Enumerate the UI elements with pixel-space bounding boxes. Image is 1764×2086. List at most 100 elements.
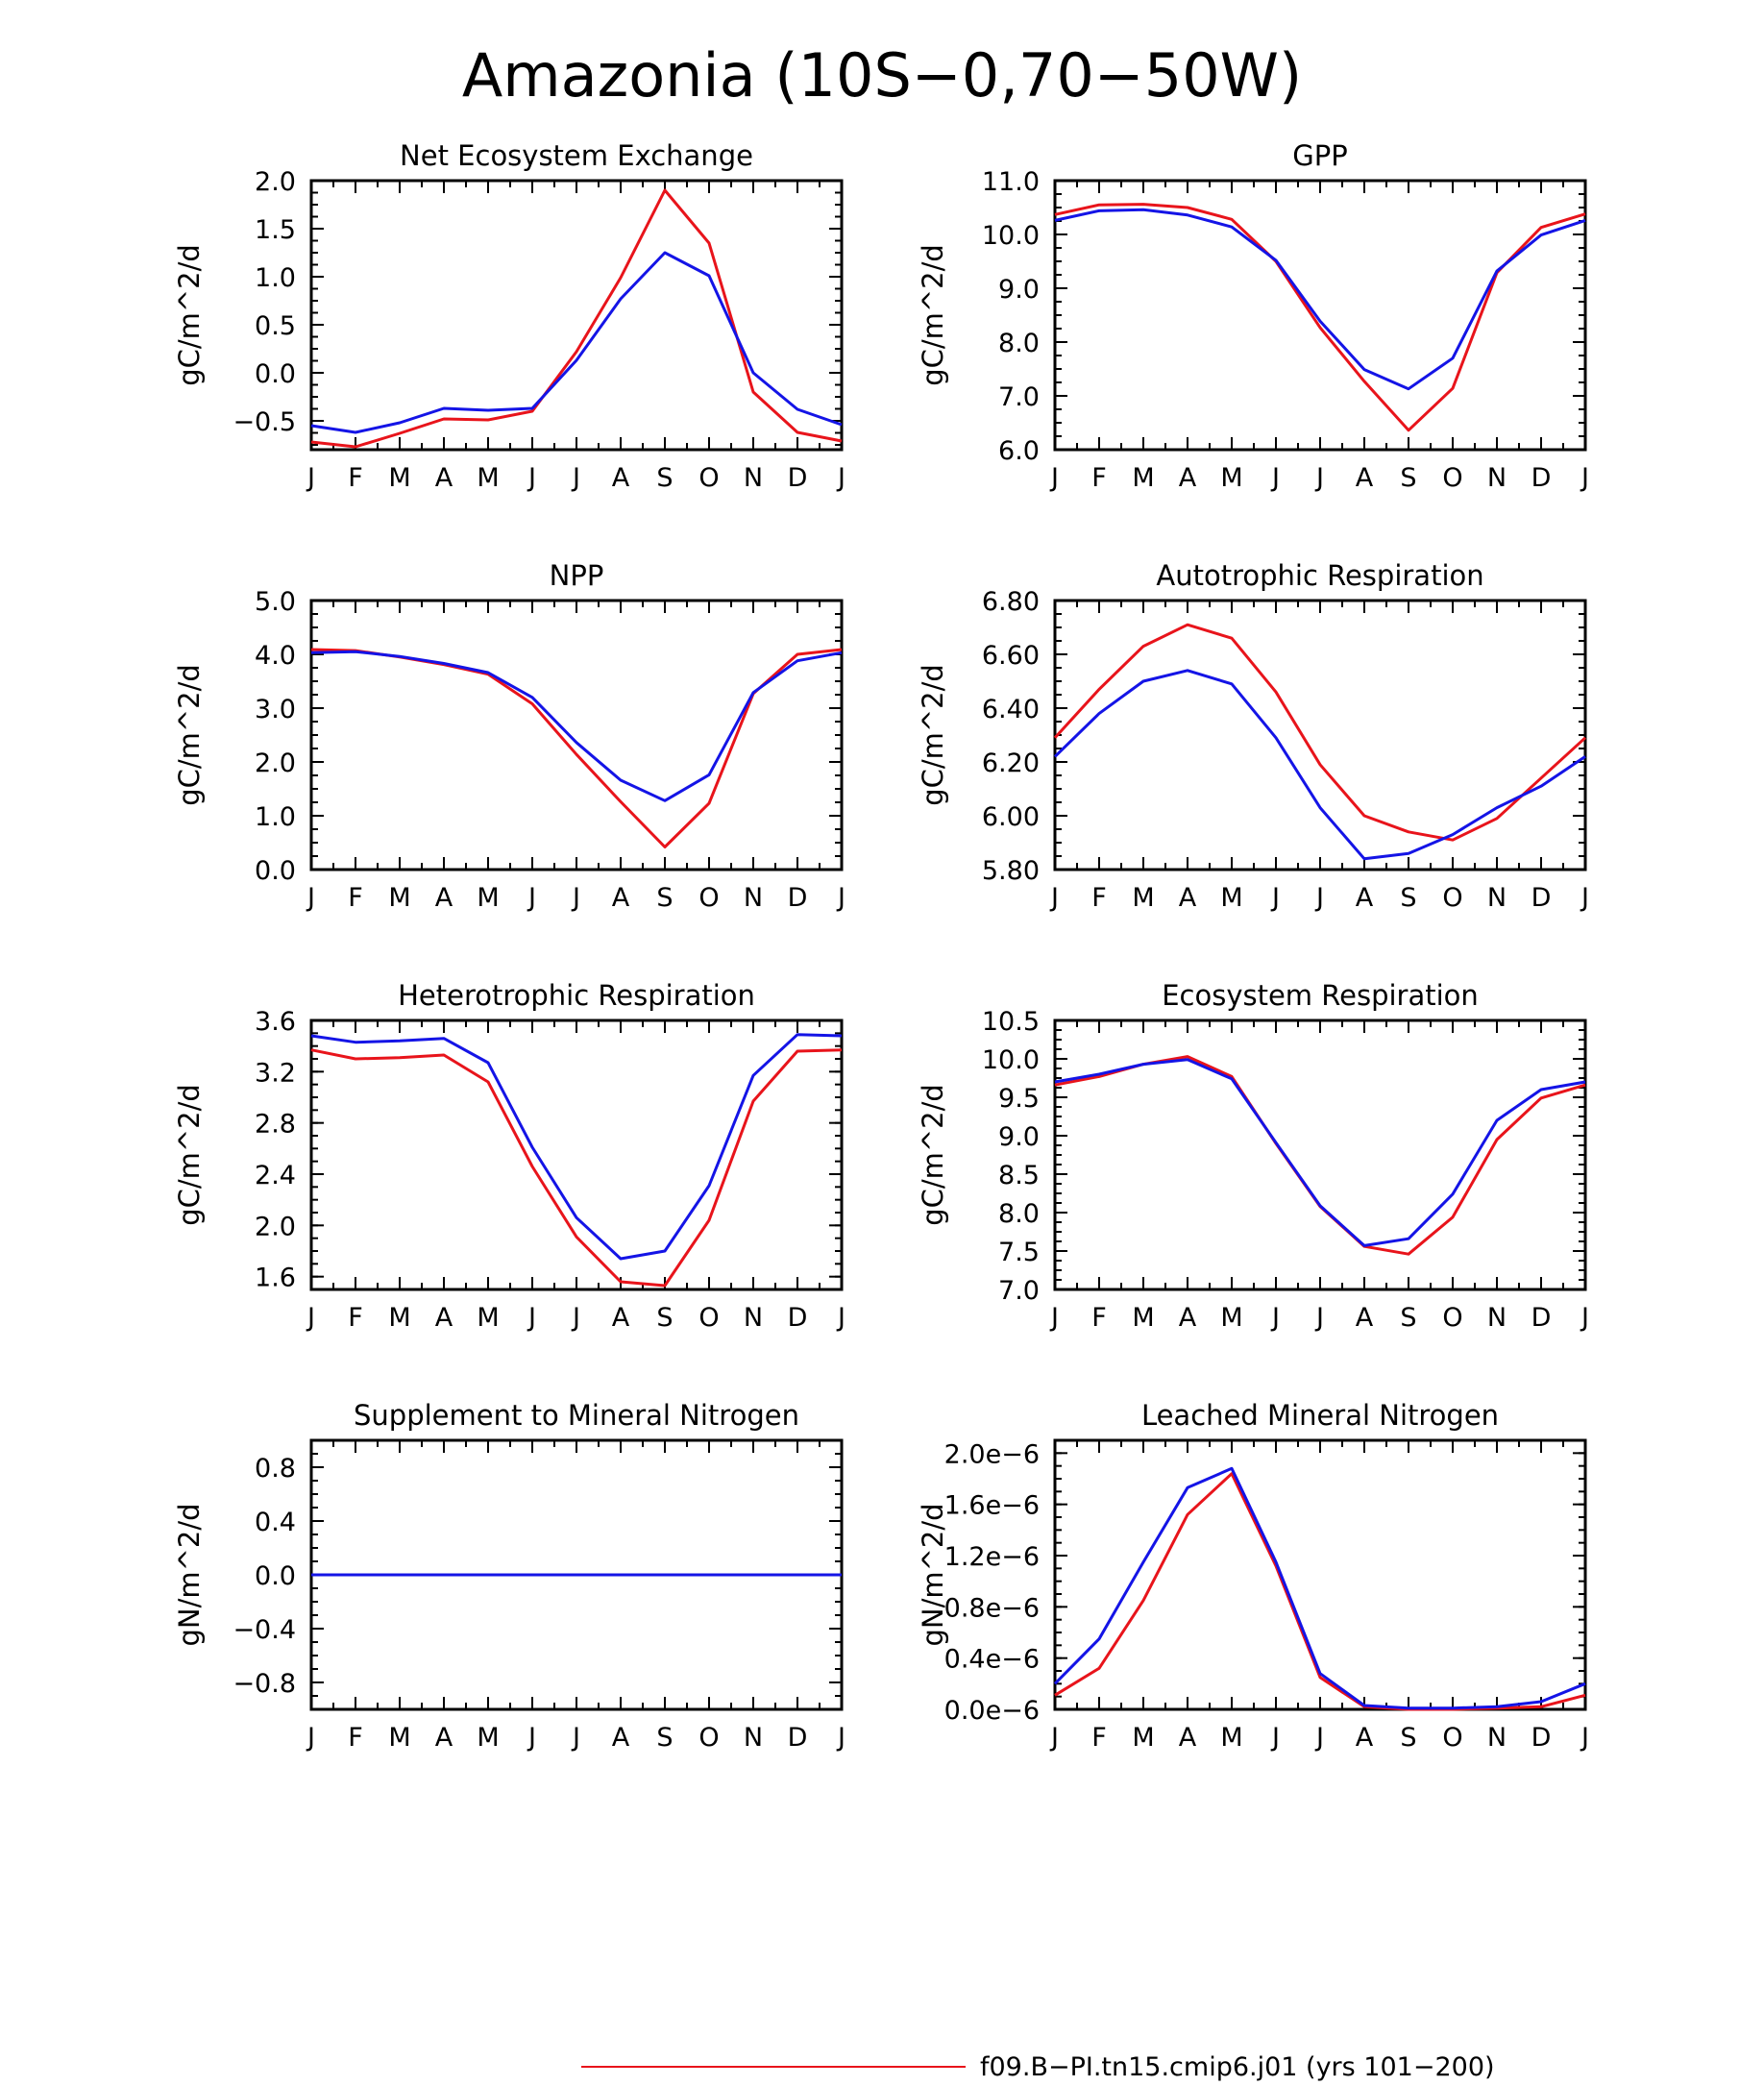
y-axis-label: gC/m^2/d: [917, 664, 949, 806]
x-tick-label: O: [698, 883, 719, 913]
x-tick-label: M: [388, 883, 410, 913]
y-axis-label: gC/m^2/d: [173, 1084, 206, 1226]
x-tick-label: J: [527, 1303, 536, 1333]
y-tick-label: 8.5: [998, 1161, 1040, 1190]
series-line-red: [1054, 1055, 1586, 1256]
series-line-blue: [1053, 669, 1586, 861]
y-tick-label: 8.0: [998, 329, 1040, 358]
x-tick-label: J: [306, 463, 315, 493]
x-tick-label: M: [388, 463, 410, 493]
y-tick-label: 6.60: [982, 641, 1040, 671]
y-tick-label: 6.00: [982, 802, 1040, 832]
x-tick-label: N: [744, 1723, 763, 1753]
x-tick-label: J: [1049, 463, 1059, 493]
x-tick-label: A: [1179, 883, 1197, 913]
x-tick-label: J: [1580, 1723, 1589, 1753]
x-tick-label: J: [306, 883, 315, 913]
y-tick-label: 2.0: [255, 749, 296, 778]
x-tick-label: A: [612, 463, 630, 493]
y-tick-label: 5.80: [982, 856, 1040, 886]
x-tick-label: J: [1580, 883, 1589, 913]
y-tick-label: 1.0: [255, 802, 296, 832]
panel-title: Net Ecosystem Exchange: [400, 139, 753, 172]
series-line-red: [1054, 203, 1586, 432]
x-tick-label: F: [1091, 883, 1107, 913]
x-tick-label: N: [1487, 1303, 1507, 1333]
y-axis-label: gC/m^2/d: [173, 244, 206, 386]
y-tick-label: 7.0: [998, 382, 1040, 412]
x-tick-label: M: [388, 1303, 410, 1333]
series-line-red: [310, 648, 843, 848]
y-tick-label: 6.0: [998, 436, 1040, 466]
y-tick-label: 4.0: [255, 641, 296, 671]
x-tick-label: J: [1314, 463, 1324, 493]
x-tick-label: M: [388, 1723, 410, 1753]
y-tick-label: 6.80: [982, 587, 1040, 617]
plot-frame: [309, 1018, 844, 1291]
x-tick-label: O: [1442, 883, 1462, 913]
x-tick-label: S: [656, 1303, 673, 1333]
y-tick-label: 1.2e−6: [944, 1542, 1040, 1572]
x-tick-label: F: [348, 1723, 363, 1753]
x-tick-label: D: [1531, 1303, 1552, 1333]
series-line-blue: [310, 650, 843, 802]
y-tick-label: 0.0: [255, 856, 296, 886]
y-tick-label: 7.5: [998, 1238, 1040, 1267]
x-tick-label: A: [435, 463, 453, 493]
x-tick-label: F: [1091, 463, 1107, 493]
x-tick-label: A: [435, 883, 453, 913]
plot-frame: [1053, 1018, 1587, 1291]
x-tick-label: M: [1132, 1303, 1154, 1333]
y-tick-label: 9.5: [998, 1084, 1040, 1114]
panel-title: Heterotrophic Respiration: [398, 979, 755, 1012]
x-tick-label: D: [788, 883, 808, 913]
x-tick-label: F: [1091, 1303, 1107, 1333]
x-tick-label: J: [571, 1303, 580, 1333]
y-tick-label: 3.6: [255, 1007, 296, 1037]
x-tick-label: A: [435, 1723, 453, 1753]
y-tick-label: 0.4: [255, 1508, 296, 1537]
x-tick-label: A: [1179, 1303, 1197, 1333]
x-tick-label: A: [1179, 463, 1197, 493]
series-line-blue: [1054, 208, 1586, 391]
plot-frame: [309, 599, 844, 871]
x-tick-label: S: [1400, 463, 1416, 493]
x-tick-label: O: [1442, 1303, 1462, 1333]
x-tick-label: A: [612, 883, 630, 913]
y-axis-label: gN/m^2/d: [917, 1503, 949, 1646]
y-tick-label: −0.8: [233, 1669, 296, 1699]
x-tick-label: M: [1220, 463, 1242, 493]
panel-title: GPP: [1292, 139, 1347, 172]
x-tick-label: A: [1356, 463, 1374, 493]
x-tick-label: O: [698, 463, 719, 493]
y-tick-label: 2.0e−6: [944, 1439, 1040, 1469]
y-tick-label: 0.8e−6: [944, 1593, 1040, 1623]
y-tick-label: 8.0: [998, 1199, 1040, 1229]
panel-title: Ecosystem Respiration: [1162, 979, 1479, 1012]
x-tick-label: J: [836, 883, 845, 913]
x-tick-label: J: [1314, 883, 1324, 913]
x-tick-label: D: [788, 1303, 808, 1333]
x-tick-label: J: [527, 1723, 536, 1753]
x-tick-label: S: [1400, 1303, 1416, 1333]
y-tick-label: 10.5: [982, 1007, 1040, 1037]
x-tick-label: M: [1132, 883, 1154, 913]
x-tick-label: S: [656, 883, 673, 913]
x-tick-label: S: [656, 463, 673, 493]
x-tick-label: S: [1400, 883, 1416, 913]
y-tick-label: 3.0: [255, 695, 296, 724]
x-tick-label: A: [1356, 883, 1374, 913]
y-tick-label: 2.8: [255, 1110, 296, 1140]
y-tick-label: 1.5: [255, 215, 296, 245]
x-tick-label: F: [348, 463, 363, 493]
y-tick-label: −0.4: [233, 1615, 296, 1645]
x-tick-label: J: [1270, 883, 1280, 913]
x-tick-label: J: [306, 1303, 315, 1333]
x-tick-label: M: [477, 1303, 499, 1333]
x-tick-label: D: [1531, 463, 1552, 493]
